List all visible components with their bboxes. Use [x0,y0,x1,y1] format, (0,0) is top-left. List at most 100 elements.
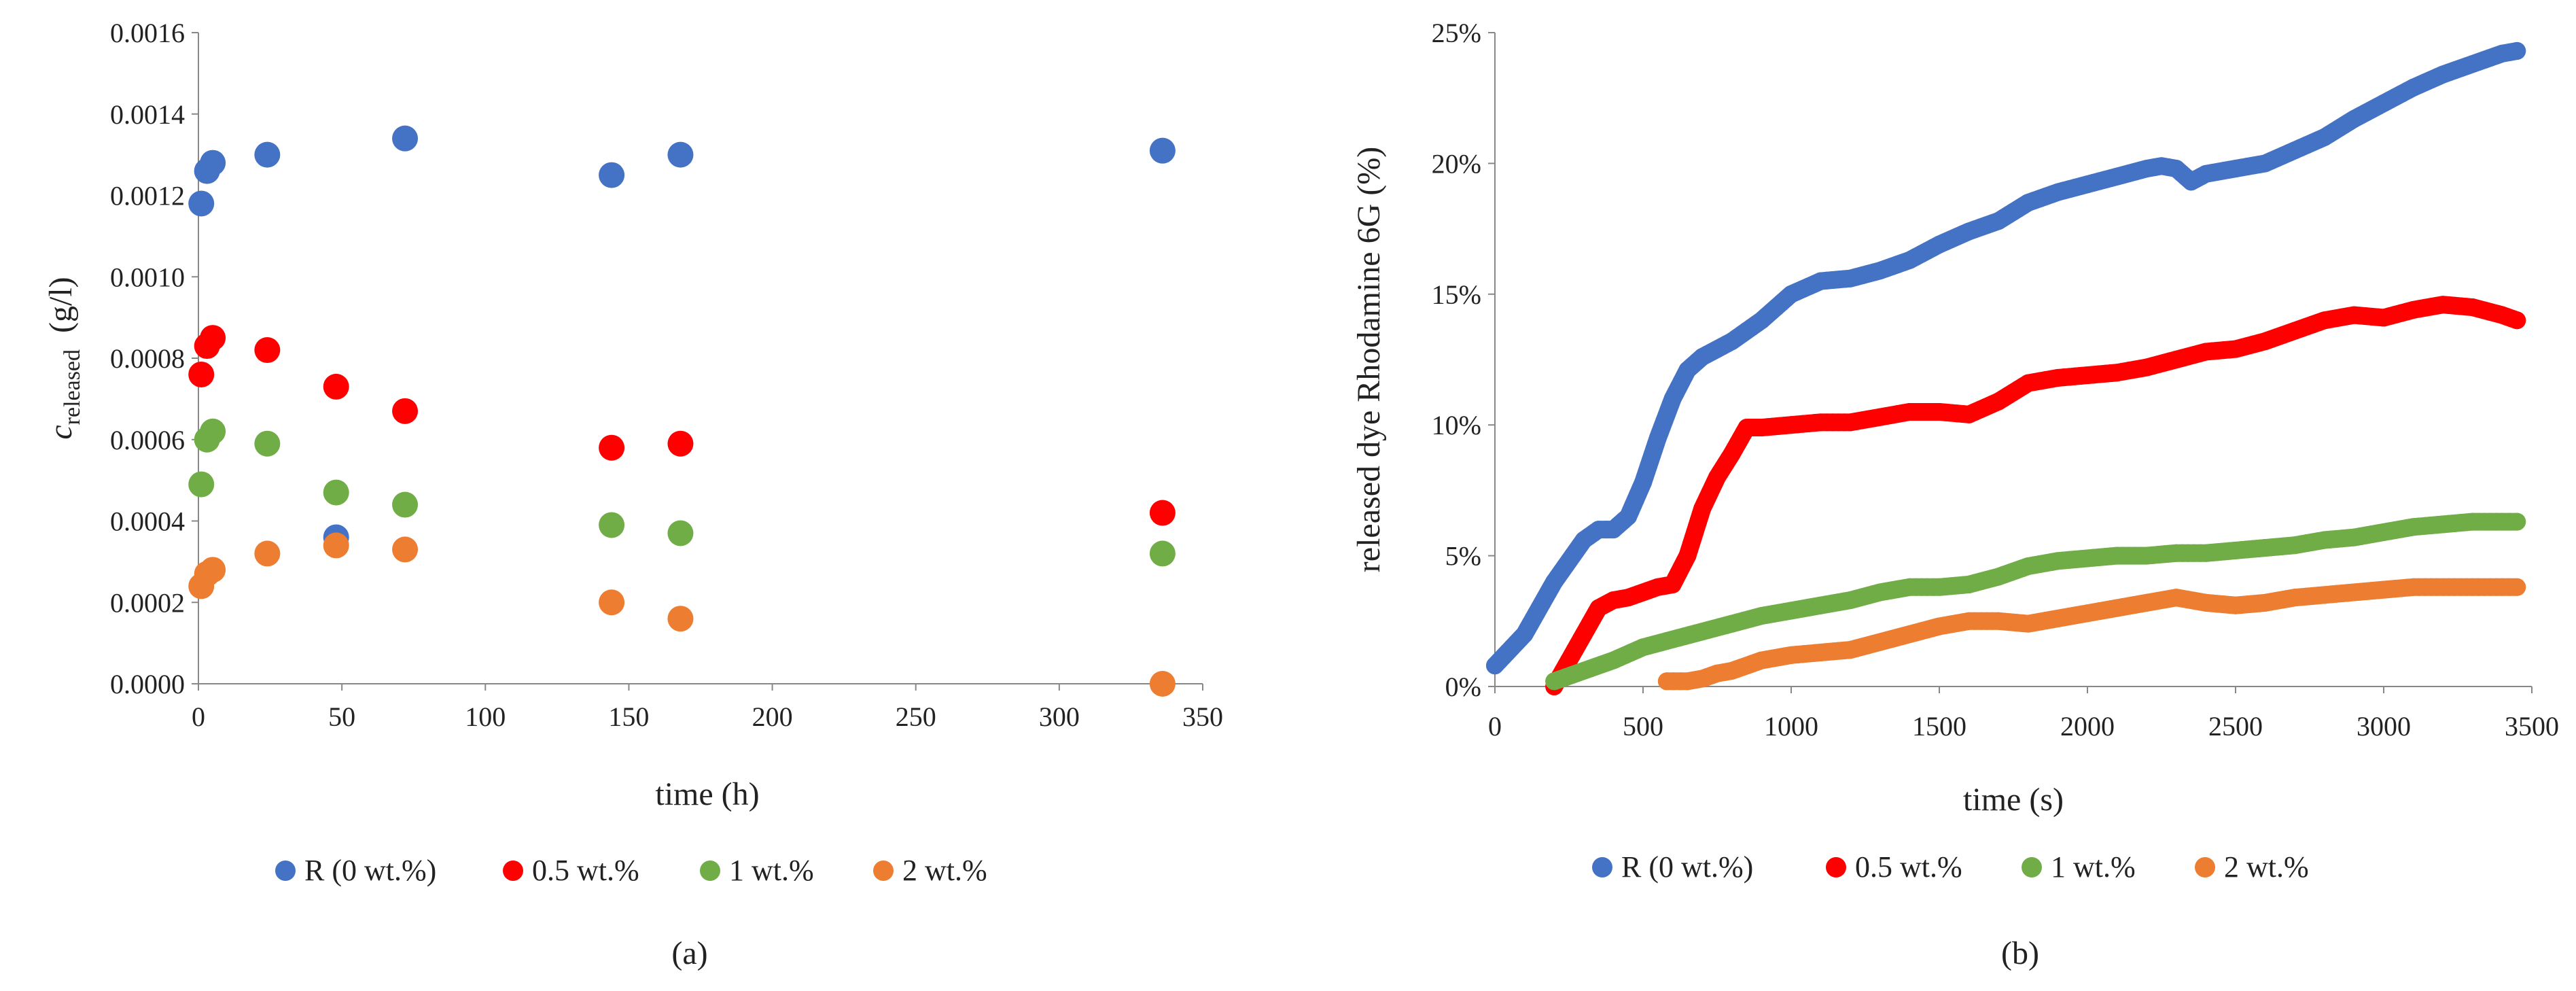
data-point [392,536,419,563]
y-axis-label-subscript: released [60,349,85,425]
y-tick-label: 0.0006 [110,425,185,455]
data-point [200,150,226,176]
y-axis-label: creleased (g/l) [43,277,85,439]
y-tick-label: 0.0010 [110,262,185,292]
legend-marker [1826,857,1846,877]
data-point [200,557,226,583]
x-axis-label: time (s) [1963,782,2064,818]
y-tick-label: 0.0016 [110,18,185,48]
data-point [323,532,349,559]
y-tick-label: 0% [1445,672,1481,702]
x-tick-label: 300 [1039,701,1080,732]
x-tick-label: 100 [465,701,506,732]
data-point [188,471,215,498]
data-point [188,190,215,217]
data-point [254,141,281,168]
data-point [323,373,349,400]
chart-b: 0% 5% 10% 15% 20% 25% 0 500 1000 1500 2000 2500 3000… [1351,18,2559,971]
legend-marker [2195,857,2215,877]
legend-label: 2 wt.% [902,854,987,887]
y-axis-label: released dye Rhodamine 6G (%) [1351,147,1387,572]
data-point [2508,41,2526,60]
legend-label: 0.5 wt.% [532,854,639,887]
series-2 [1545,512,2526,691]
caption-a: (a) [671,935,707,971]
series-0 [188,125,1176,551]
x-tick-label: 200 [752,701,793,732]
series-1 [188,325,1176,526]
data-point [200,325,226,351]
series-3 [188,532,1176,697]
data-point [254,337,281,364]
y-tick-label: 10% [1432,410,1481,440]
x-tick-label: 2500 [2208,711,2263,742]
y-tick-label: 20% [1432,148,1481,179]
y-tick-label: 0.0012 [110,181,185,211]
x-tick-label: 1000 [1764,711,1818,742]
data-point [599,434,625,461]
data-point [2508,512,2526,531]
x-tick-label: 0 [192,701,205,732]
legend-label: 1 wt.% [729,854,814,887]
data-point [1149,500,1176,526]
data-point [392,125,419,152]
x-tick-label: 1500 [1912,711,1966,742]
data-point [599,162,625,188]
data-point [599,589,625,616]
legend-marker [873,860,894,881]
x-tick-label: 150 [608,701,649,732]
x-tick-label: 0 [1488,711,1502,742]
data-point [254,540,281,567]
y-tick-label: 25% [1432,18,1481,48]
data-point [667,606,694,632]
x-tick-label: 350 [1182,701,1223,732]
y-tick-label: 0.0008 [110,343,185,374]
series-2 [188,418,1176,567]
caption-b: (b) [2001,935,2039,971]
legend-marker [700,860,720,881]
x-tick-label: 3500 [2505,711,2559,742]
data-point [1149,540,1176,567]
series-3 [1657,578,2526,691]
legend-marker [503,860,523,881]
data-point [392,398,419,424]
chart-a: 0.0000 0.0002 0.0004 0.0006 0.0008 0.0010 0.00… [43,18,1223,971]
data-point [599,512,625,538]
data-point [200,418,226,445]
legend-label: R (0 wt.%) [1621,850,1753,884]
y-tick-label: 0.0004 [110,506,185,537]
legend-marker [1592,857,1612,877]
legend-label: 1 wt.% [2051,850,2136,884]
x-tick-label: 250 [896,701,936,732]
legend-label: 2 wt.% [2224,850,2309,884]
data-point [667,520,694,546]
legend-marker [2022,857,2042,877]
x-tick-label: 3000 [2357,711,2411,742]
y-tick-label: 0.0002 [110,587,185,618]
y-axis-label-symbol: c [43,425,79,439]
series-0 [1486,41,2526,675]
data-point [1149,137,1176,164]
data-point [667,430,694,457]
legend-label: R (0 wt.%) [304,854,436,887]
y-tick-label: 15% [1432,279,1481,310]
y-axis-label-unit: (g/l) [43,277,79,349]
data-point [2508,578,2526,596]
legend-marker [275,860,296,881]
data-point [2508,311,2526,330]
data-point [323,479,349,506]
data-point [1149,671,1176,697]
data-point [188,361,215,387]
data-point [254,430,281,457]
legend-label: 0.5 wt.% [1855,850,1962,884]
series-1 [1545,296,2526,695]
x-tick-label: 50 [328,701,355,732]
y-tick-label: 5% [1445,541,1481,572]
x-tick-label: 500 [1623,711,1663,742]
y-tick-label: 0.0014 [110,99,185,130]
y-tick-label: 0.0000 [110,669,185,699]
x-axis-label: time (h) [655,776,759,812]
data-point [392,491,419,518]
data-point [667,141,694,168]
